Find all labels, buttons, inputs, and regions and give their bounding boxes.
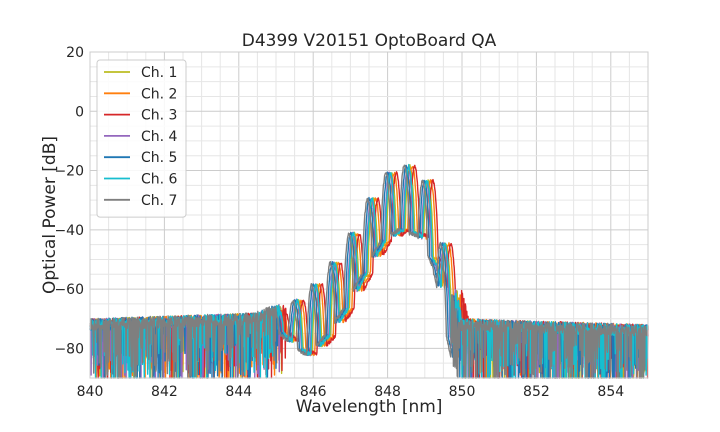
x-tick-label: 854 xyxy=(597,384,624,400)
x-tick-label: 844 xyxy=(225,384,252,400)
x-tick-label: 846 xyxy=(300,384,327,400)
y-tick-label: 0 xyxy=(75,104,84,120)
x-axis-label: Wavelength [nm] xyxy=(296,397,443,417)
legend: Ch. 1 Ch. 2 Ch. 3 Ch. 4 Ch. 5 Ch. 6 Ch. 7 xyxy=(96,59,187,218)
y-tick-label: −80 xyxy=(54,341,84,357)
x-tick-label: 850 xyxy=(449,384,476,400)
legend-label: Ch. 1 xyxy=(141,65,177,81)
y-tick-label: −20 xyxy=(54,164,84,180)
series-layer xyxy=(89,163,649,379)
tick-labels: 840 842 844 846 848 850 852 854 −80 −60 −40 −20 0 20 xyxy=(54,45,624,400)
y-tick-label: 20 xyxy=(66,45,84,61)
y-tick-label: −60 xyxy=(54,282,84,298)
legend-label: Ch. 5 xyxy=(141,150,177,166)
chart-title: D4399 V20151 OptoBoard QA xyxy=(242,31,497,51)
legend-label: Ch. 4 xyxy=(141,129,178,145)
x-tick-label: 848 xyxy=(374,384,401,400)
y-axis-label: Optical Power [dB] xyxy=(40,136,60,294)
x-tick-label: 852 xyxy=(523,384,550,400)
legend-label: Ch. 3 xyxy=(141,108,177,124)
x-tick-label: 840 xyxy=(77,384,104,400)
series-line-ch7 xyxy=(89,164,649,379)
y-tick-label: −40 xyxy=(54,223,84,239)
legend-label: Ch. 7 xyxy=(141,193,177,209)
legend-label: Ch. 2 xyxy=(141,86,177,102)
x-tick-label: 842 xyxy=(151,384,178,400)
plot-border xyxy=(89,51,649,379)
legend-label: Ch. 6 xyxy=(141,172,178,188)
